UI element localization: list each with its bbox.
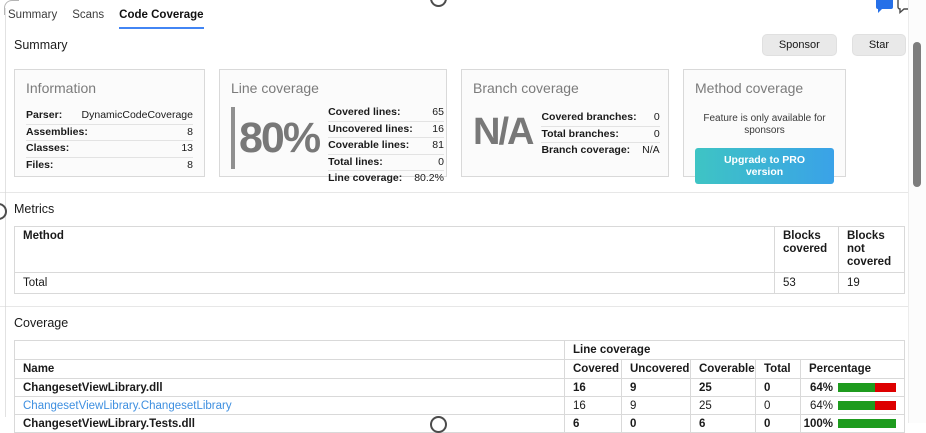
branch-row-covered: Covered branches: 0 xyxy=(541,110,660,127)
branch-row-total: Total branches: 0 xyxy=(541,127,660,143)
percentage-value: 64% xyxy=(810,381,834,394)
coverage-col-covered[interactable]: Covered xyxy=(564,359,622,379)
coverage-table: Line coverage Name Covered Uncovered Cov… xyxy=(14,340,906,433)
metrics-col-method: Method xyxy=(14,226,775,273)
upgrade-pro-button[interactable]: Upgrade to PRO version xyxy=(695,148,834,184)
metrics-table: Method Blocks covered Blocks not covered… xyxy=(14,226,905,294)
assembly-name: ChangesetViewLibrary.Tests.dll xyxy=(14,414,565,433)
line-coverage-card-title: Line coverage xyxy=(231,80,319,96)
coverage-col-total[interactable]: Total xyxy=(755,359,801,379)
star-button[interactable]: Star xyxy=(851,34,906,56)
percentage-value: 100% xyxy=(803,417,834,430)
information-card-title: Information xyxy=(26,80,97,96)
metrics-header-row: Method Blocks covered Blocks not covered xyxy=(14,226,905,273)
line-row-covered: Covered lines: 65 xyxy=(328,105,444,122)
branch-coverage-card: Branch coverage N/A Covered branches: 0 … xyxy=(461,69,669,177)
table-row-assembly: ChangesetViewLibrary.Tests.dll 6 0 6 0 1… xyxy=(14,414,906,433)
branch-coverage-card-title: Branch coverage xyxy=(473,80,579,96)
metrics-total-row: Total 53 19 xyxy=(14,272,905,294)
line-coverage-group-header: Line coverage xyxy=(563,340,906,360)
coverage-header-row: Name Covered Uncovered Coverable Total P… xyxy=(14,359,906,379)
section-divider xyxy=(0,306,926,307)
summary-cards: Information Parser: DynamicCodeCoverage … xyxy=(14,69,912,184)
info-row-classes: Classes: 13 xyxy=(26,141,193,158)
method-coverage-card: Method coverage Feature is only availabl… xyxy=(683,69,846,184)
assembly-name: ChangesetViewLibrary.dll xyxy=(14,378,565,397)
class-name-link[interactable]: ChangesetViewLibrary.ChangesetLibrary xyxy=(14,396,565,415)
coverage-bar xyxy=(838,419,897,428)
method-coverage-card-title: Method coverage xyxy=(695,80,804,96)
coverage-col-name[interactable]: Name xyxy=(14,359,565,379)
coverage-col-uncovered[interactable]: Uncovered xyxy=(621,359,691,379)
information-card: Information Parser: DynamicCodeCoverage … xyxy=(14,69,205,177)
coverage-group-header-row: Line coverage xyxy=(14,340,906,360)
table-row-assembly: ChangesetViewLibrary.dll 16 9 25 0 64% xyxy=(14,378,906,397)
line-row-percentage: Line coverage: 80.2% xyxy=(328,172,444,184)
metrics-col-blocks-covered: Blocks covered xyxy=(774,226,839,273)
info-row-files: Files: 8 xyxy=(26,158,193,171)
github-buttons: Sponsor Star xyxy=(761,34,906,56)
tab-code-coverage[interactable]: Code Coverage xyxy=(119,9,204,29)
group-header-spacer xyxy=(14,340,565,360)
info-row-parser: Parser: DynamicCodeCoverage xyxy=(26,108,193,125)
info-row-assemblies: Assemblies: 8 xyxy=(26,125,193,141)
coverage-col-percentage[interactable]: Percentage xyxy=(799,359,906,379)
tab-summary[interactable]: Summary xyxy=(8,9,58,21)
scrollbar-thumb[interactable] xyxy=(913,42,921,187)
coverage-bar xyxy=(838,383,897,392)
line-coverage-big-value: 80% xyxy=(231,107,321,169)
sponsor-button[interactable]: Sponsor xyxy=(761,34,837,56)
chat-bubble-icon[interactable] xyxy=(875,0,894,20)
line-row-coverable: Coverable lines: 81 xyxy=(328,138,444,155)
crop-handle-bottom[interactable] xyxy=(430,416,447,433)
line-row-total: Total lines: 0 xyxy=(328,155,444,171)
table-row-class: ChangesetViewLibrary.ChangesetLibrary 16… xyxy=(14,396,906,415)
coverage-bar xyxy=(838,401,897,410)
line-row-uncovered: Uncovered lines: 16 xyxy=(328,122,444,138)
summary-section-header: Summary Sponsor Star xyxy=(14,34,906,56)
tab-scans[interactable]: Scans xyxy=(72,9,105,21)
section-divider xyxy=(0,192,926,193)
metrics-title: Metrics xyxy=(14,202,55,216)
coverage-col-coverable[interactable]: Coverable xyxy=(690,359,756,379)
vertical-scrollbar[interactable] xyxy=(908,0,926,423)
line-coverage-card: Line coverage 80% Covered lines: 65 Unco… xyxy=(219,69,447,184)
branch-row-percentage: Branch coverage: N/A xyxy=(541,144,660,156)
percentage-value: 64% xyxy=(810,399,834,412)
branch-coverage-big-value: N/A xyxy=(473,111,534,153)
tab-bar: Summary Scans Code Coverage xyxy=(0,0,926,29)
sponsor-feature-message: Feature is only available for sponsors xyxy=(703,113,826,136)
summary-title: Summary xyxy=(14,38,68,52)
coverage-title: Coverage xyxy=(14,316,69,330)
window-corner xyxy=(4,0,19,15)
metrics-col-blocks-not-covered: Blocks not covered xyxy=(838,226,905,273)
